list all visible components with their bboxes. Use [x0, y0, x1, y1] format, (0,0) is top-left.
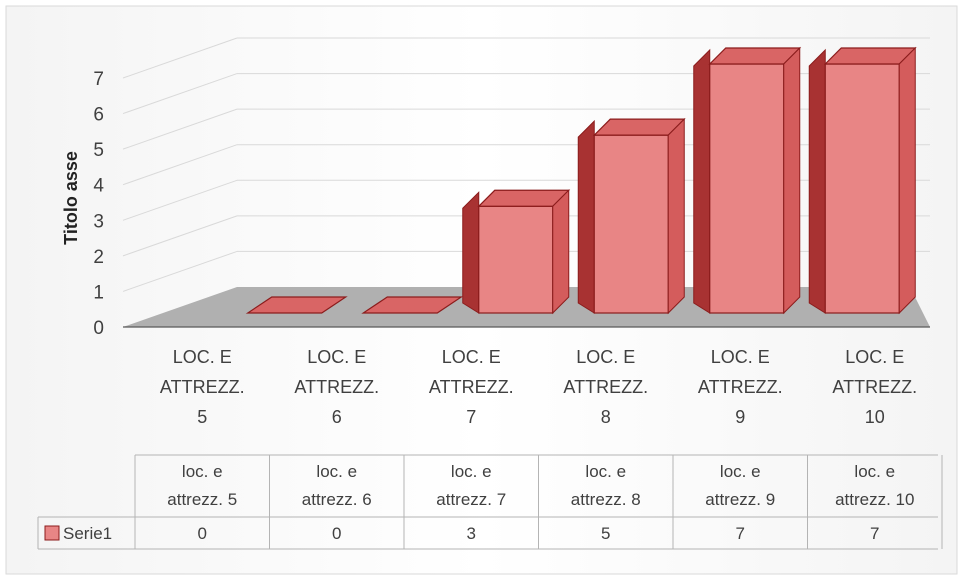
- bar-side: [577, 119, 595, 314]
- table-value-cell: 3: [467, 524, 476, 543]
- table-value-cell: 5: [601, 524, 610, 543]
- y-tick-label: 0: [93, 318, 104, 339]
- bar: [577, 117, 686, 315]
- y-tick-label: 2: [93, 247, 104, 268]
- bar: [361, 296, 464, 314]
- x-tick-label: LOC. E ATTREZZ. 5: [160, 347, 245, 427]
- bar: [462, 189, 571, 315]
- bar-side: [808, 48, 826, 314]
- bar-front: [478, 205, 554, 314]
- y-tick-label: 5: [93, 140, 104, 161]
- bar-front: [824, 63, 900, 314]
- gridline-side: [122, 215, 238, 257]
- bar: [245, 296, 348, 314]
- table-value-cell: 0: [332, 524, 341, 543]
- table-value-cell: 7: [736, 524, 745, 543]
- bar-top: [361, 296, 464, 314]
- x-tick-label: LOC. E ATTREZZ. 6: [294, 347, 379, 427]
- gridline-side: [122, 108, 238, 150]
- y-tick-label: 7: [93, 69, 104, 90]
- y-tick-label: 1: [93, 282, 104, 303]
- gridline-side: [122, 73, 238, 115]
- x-axis-labels: LOC. E ATTREZZ. 5 LOC. E ATTREZZ. 6 LOC. E ATTR…: [160, 347, 917, 427]
- bar-right-face: [667, 117, 685, 315]
- bar: [808, 46, 917, 315]
- x-tick-label: LOC. E ATTREZZ. 7: [429, 347, 514, 427]
- table-header-cell: loc. e attrezz. 8: [571, 462, 641, 509]
- gridline-side: [122, 179, 238, 221]
- bar: [693, 46, 802, 315]
- y-axis-label: Titolo asse: [61, 151, 81, 245]
- data-table: loc. e attrezz. 5 loc. e attrezz. 6 loc. e at…: [37, 454, 943, 550]
- bar-side: [462, 191, 480, 314]
- gridline-side: [122, 250, 238, 292]
- table-header-cell: loc. e attrezz. 5: [167, 462, 237, 509]
- legend-label: Serie1: [63, 524, 112, 543]
- bar-side: [693, 48, 711, 314]
- y-axis-ticks: 0 1 2 3 4 5 6 7: [93, 69, 104, 339]
- x-tick-label: LOC. E ATTREZZ. 10: [832, 347, 917, 427]
- table-value-cell: 0: [198, 524, 207, 543]
- bars: [245, 46, 917, 315]
- bar-right-face: [552, 189, 570, 315]
- bar-front: [709, 63, 785, 314]
- legend-swatch: [44, 525, 60, 541]
- table-header-cell: loc. e attrezz. 7: [436, 462, 506, 509]
- bar-right-face: [898, 46, 916, 315]
- table-value-cell: 7: [870, 524, 879, 543]
- x-tick-label: LOC. E ATTREZZ. 9: [698, 347, 783, 427]
- bar-top: [245, 296, 348, 314]
- table-header-cell: loc. e attrezz. 9: [705, 462, 775, 509]
- bar-front: [593, 134, 669, 314]
- table-header-cell: loc. e attrezz. 6: [302, 462, 372, 509]
- gridline-side: [122, 144, 238, 186]
- bar-right-face: [783, 46, 801, 315]
- y-tick-label: 3: [93, 211, 104, 232]
- y-tick-label: 6: [93, 105, 104, 126]
- gridline-side: [122, 37, 238, 79]
- y-tick-label: 4: [93, 176, 104, 197]
- x-tick-label: LOC. E ATTREZZ. 8: [563, 347, 648, 427]
- table-header-cell: loc. e attrezz. 10: [835, 462, 914, 509]
